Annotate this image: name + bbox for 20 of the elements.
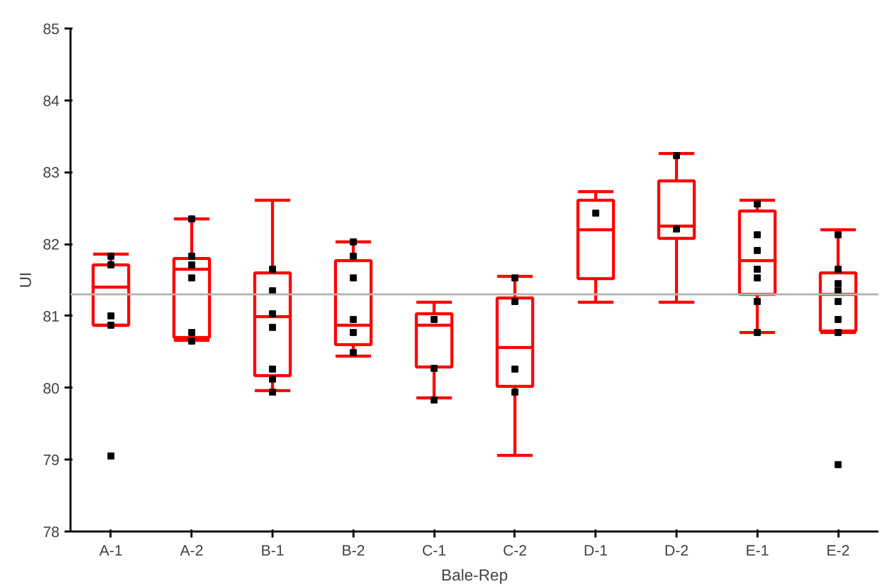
x-tick-label: B-2 [342, 542, 365, 560]
x-tick-label: B-1 [260, 542, 284, 560]
x-tick-label: E-2 [826, 542, 850, 560]
y-tick-label: 85 [42, 21, 60, 38]
x-tick-label: D-1 [584, 542, 608, 560]
x-tick-label: C-1 [422, 542, 446, 560]
y-tick-label: 80 [42, 380, 60, 398]
x-tick-label: E-1 [746, 542, 769, 560]
y-tick-label: 78 [42, 524, 60, 541]
y-axis-title: UI [18, 272, 35, 288]
x-tick-label: A-2 [180, 542, 204, 560]
y-tick-label: 84 [42, 92, 60, 110]
y-tick-label: 82 [42, 236, 60, 254]
x-tick-label: A-1 [99, 542, 123, 560]
x-tick-label: C-2 [502, 542, 527, 560]
y-tick-label: 81 [42, 308, 60, 326]
y-tick-label: 79 [42, 452, 60, 470]
x-tick-label: D-2 [664, 542, 689, 560]
x-axis-title: Bale-Rep [441, 568, 508, 584]
y-tick-label: 83 [42, 164, 60, 182]
